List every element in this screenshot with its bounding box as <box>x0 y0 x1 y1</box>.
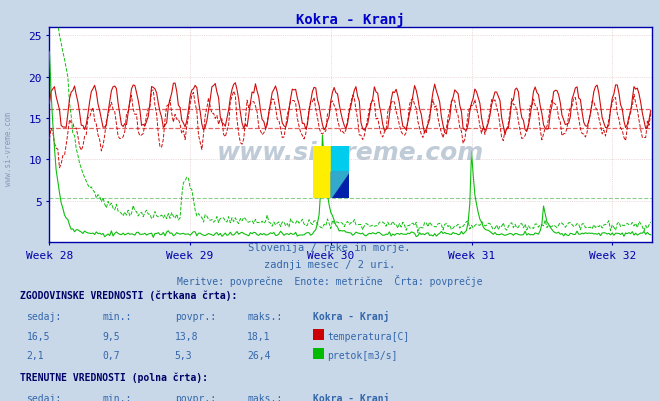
Text: 13,8: 13,8 <box>175 331 198 341</box>
Bar <box>331 172 349 198</box>
Text: 16,5: 16,5 <box>26 331 50 341</box>
Text: Kokra - Kranj: Kokra - Kranj <box>313 311 389 322</box>
Text: povpr.:: povpr.: <box>175 393 215 401</box>
Text: min.:: min.: <box>102 393 132 401</box>
Text: 0,7: 0,7 <box>102 350 120 360</box>
Text: 2,1: 2,1 <box>26 350 44 360</box>
Text: 9,5: 9,5 <box>102 331 120 341</box>
Text: TRENUTNE VREDNOSTI (polna črta):: TRENUTNE VREDNOSTI (polna črta): <box>20 372 208 382</box>
Text: min.:: min.: <box>102 312 132 322</box>
Text: maks.:: maks.: <box>247 312 282 322</box>
Text: 5,3: 5,3 <box>175 350 192 360</box>
Text: www.si-vreme.com: www.si-vreme.com <box>217 140 484 164</box>
Text: 26,4: 26,4 <box>247 350 271 360</box>
Text: zadnji mesec / 2 uri.: zadnji mesec / 2 uri. <box>264 259 395 269</box>
Polygon shape <box>331 172 349 198</box>
Bar <box>331 146 349 172</box>
Text: ZGODOVINSKE VREDNOSTI (črtkana črta):: ZGODOVINSKE VREDNOSTI (črtkana črta): <box>20 290 237 301</box>
Title: Kokra - Kranj: Kokra - Kranj <box>297 13 405 27</box>
Text: www.si-vreme.com: www.si-vreme.com <box>4 111 13 185</box>
Text: maks.:: maks.: <box>247 393 282 401</box>
Text: Meritve: povprečne  Enote: metrične  Črta: povprečje: Meritve: povprečne Enote: metrične Črta:… <box>177 274 482 286</box>
Bar <box>313 146 331 198</box>
Text: pretok[m3/s]: pretok[m3/s] <box>328 350 398 360</box>
Text: temperatura[C]: temperatura[C] <box>328 331 410 341</box>
Text: sedaj:: sedaj: <box>26 393 61 401</box>
Text: povpr.:: povpr.: <box>175 312 215 322</box>
Text: Slovenija / reke in morje.: Slovenija / reke in morje. <box>248 243 411 253</box>
Text: Kokra - Kranj: Kokra - Kranj <box>313 392 389 401</box>
Text: sedaj:: sedaj: <box>26 312 61 322</box>
Text: 18,1: 18,1 <box>247 331 271 341</box>
Polygon shape <box>331 172 349 198</box>
